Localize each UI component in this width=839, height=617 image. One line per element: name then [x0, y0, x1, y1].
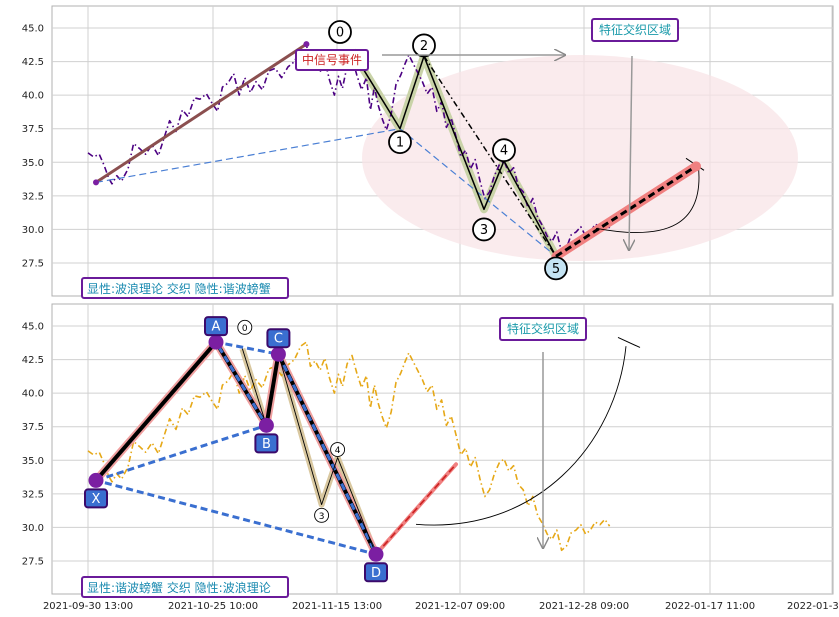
bottom-caption: 显性:谐波螃蟹 交织 隐性:波浪理论 [87, 580, 271, 595]
svg-text:2: 2 [420, 39, 428, 54]
top-zone-label-box: 特征交织区域 [591, 18, 679, 42]
svg-text:0: 0 [336, 26, 344, 41]
projection-arc [595, 162, 700, 234]
peak-dot [303, 41, 310, 48]
y-tick-label: 45.0 [22, 322, 44, 333]
pattern-point-A: A [204, 316, 228, 350]
y-tick-label: 35.0 [22, 456, 44, 467]
series-line-3 [241, 348, 377, 555]
wave-label-3: 3 [314, 507, 330, 523]
svg-text:4: 4 [335, 446, 341, 456]
y-tick-label: 35.0 [22, 158, 44, 169]
svg-text:D: D [371, 566, 381, 581]
series-line-4 [375, 463, 457, 555]
wave-label-5: 5 [544, 256, 568, 281]
svg-text:B: B [262, 437, 271, 452]
top-y-axis: 27.5 30.0 32.5 35.0 37.5 40.0 42.5 45.0 [22, 24, 44, 270]
wave-label-1: 1 [388, 130, 412, 155]
y-tick-label: 37.5 [22, 422, 44, 433]
series-line-1 [95, 42, 308, 184]
x-tick-label: 2021-10-25 10:00 [168, 601, 258, 612]
top-event-label: 中信号事件 [302, 52, 362, 67]
series-line-0 [87, 341, 611, 552]
y-tick-label: 27.5 [22, 557, 44, 568]
x-tick-label: 2021-12-07 09:00 [415, 601, 505, 612]
x-tick-label: 2022-01-17 11:00 [665, 601, 755, 612]
svg-text:5: 5 [552, 262, 560, 277]
y-tick-label: 40.0 [22, 389, 44, 400]
y-tick-label: 40.0 [22, 91, 44, 102]
y-tick-label: 32.5 [22, 191, 44, 202]
series-line-2 [95, 340, 378, 556]
pattern-point-X: X [84, 472, 108, 509]
svg-text:A: A [212, 320, 221, 335]
svg-text:0: 0 [242, 324, 248, 334]
svg-text:1: 1 [396, 136, 404, 151]
y-tick-label: 32.5 [22, 489, 44, 500]
projection-end-dot [691, 161, 701, 172]
bottom-zone-label-box: 特征交织区域 [499, 317, 587, 341]
bottom-caption-box: 显性:谐波螃蟹 交织 隐性:波浪理论 [81, 576, 289, 598]
bottom-zone-label: 特征交织区域 [507, 321, 579, 336]
y-tick-label: 37.5 [22, 124, 44, 135]
x-tick-label: 2022-01-31 13:00 [787, 601, 839, 612]
pattern-point-C: C [266, 328, 291, 362]
svg-text:X: X [92, 492, 101, 507]
x-axis: 2021-09-30 13:00 2021-10-25 10:00 2021-11-… [43, 601, 839, 612]
wave-label-2: 2 [412, 33, 436, 58]
x-tick-label: 2021-09-30 13:00 [43, 601, 133, 612]
top-caption-box: 显性:波浪理论 交织 隐性:谐波螃蟹 [81, 277, 289, 299]
projection-cap [617, 337, 641, 348]
top-zone-arrow-down [629, 55, 632, 250]
top-annotations: 0 1 2 3 4 5 [328, 20, 568, 281]
y-tick-label: 30.0 [22, 225, 44, 236]
svg-text:4: 4 [500, 144, 508, 159]
pattern-point-B: B [254, 417, 279, 454]
y-tick-label: 45.0 [22, 24, 44, 35]
series-line-3 [351, 50, 557, 257]
x-tick-label: 2021-12-28 09:00 [539, 601, 629, 612]
wave-label-4: 4 [330, 442, 346, 457]
bottom-annotations: 0 3 4 X A B C D [84, 316, 388, 583]
top-interweave-zone [362, 55, 798, 261]
y-tick-label: 30.0 [22, 523, 44, 534]
x-tick-label: 2021-11-15 13:00 [292, 601, 382, 612]
wave-label-0: 0 [328, 20, 352, 44]
wave-label-4: 4 [492, 138, 516, 163]
top-event-label-box: 中信号事件 [295, 49, 369, 71]
start-dot [93, 179, 99, 186]
top-series-layer [87, 41, 705, 261]
top-panel: 27.530.032.535.037.540.042.545.0 012345 … [22, 5, 834, 299]
series-line-0 [87, 43, 611, 254]
bottom-plot-frame [51, 303, 834, 595]
pattern-point-D: D [364, 546, 388, 583]
top-caption: 显性:波浪理论 交织 隐性:谐波螃蟹 [87, 281, 271, 296]
bottom-grid [52, 304, 833, 594]
series-line-5 [555, 165, 697, 258]
bottom-panel: 27.5 30.0 32.5 35.0 37.5 40.0 42.5 45.0 0 3 4 X A B C… [22, 303, 834, 598]
wave-label-3: 3 [472, 217, 496, 242]
top-zone-label: 特征交织区域 [599, 22, 671, 37]
bottom-y-axis: 27.5 30.0 32.5 35.0 37.5 40.0 42.5 45.0 [22, 322, 44, 568]
projection-arc [415, 346, 627, 526]
svg-text:3: 3 [480, 223, 488, 238]
wave-label-0: 0 [237, 319, 253, 335]
svg-text:3: 3 [319, 512, 325, 522]
y-tick-label: 42.5 [22, 355, 44, 366]
svg-text:C: C [274, 332, 283, 347]
y-tick-label: 42.5 [22, 57, 44, 68]
y-tick-label: 27.5 [22, 259, 44, 270]
